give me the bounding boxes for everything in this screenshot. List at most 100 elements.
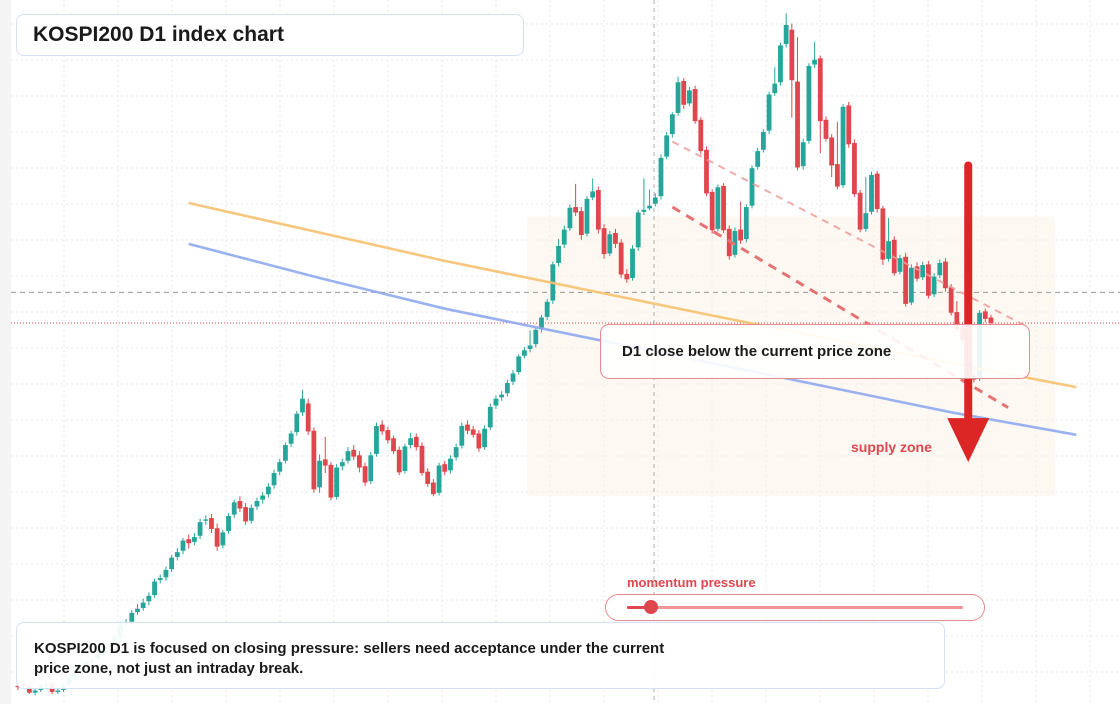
candle-down bbox=[852, 139, 857, 197]
candle-body bbox=[522, 350, 527, 356]
chart-title-box: KOSPI200 D1 index chart bbox=[16, 14, 524, 56]
candle-up bbox=[55, 688, 61, 694]
candle-down bbox=[442, 460, 448, 476]
candle-up bbox=[886, 217, 891, 262]
candle-body bbox=[908, 267, 914, 303]
candle-up bbox=[288, 430, 294, 448]
candle-down bbox=[595, 186, 601, 234]
candle-body bbox=[152, 581, 157, 596]
candle-up bbox=[135, 603, 140, 615]
candle-down bbox=[351, 445, 357, 461]
momentum-knob[interactable] bbox=[643, 600, 658, 614]
candle-body bbox=[772, 83, 778, 94]
candle-up bbox=[345, 447, 351, 464]
candle-up bbox=[300, 389, 305, 416]
candle-body bbox=[561, 229, 567, 245]
candle-body bbox=[954, 312, 960, 330]
candle-down bbox=[186, 534, 192, 549]
candle-body bbox=[300, 398, 305, 413]
candle-body bbox=[510, 373, 516, 382]
candle-down bbox=[311, 427, 317, 493]
candle-up bbox=[265, 483, 271, 498]
candle-body bbox=[459, 425, 465, 446]
candle-up bbox=[271, 469, 277, 489]
candle-down bbox=[943, 258, 948, 292]
candle-up bbox=[544, 299, 550, 321]
candle-body bbox=[368, 455, 374, 482]
candle-body bbox=[669, 114, 675, 135]
candle-body bbox=[186, 539, 192, 544]
candle-down bbox=[721, 183, 726, 233]
candle-body bbox=[618, 242, 624, 275]
candle-down bbox=[846, 102, 852, 148]
candle-up bbox=[556, 239, 561, 267]
candle-up bbox=[294, 410, 300, 436]
candle-body bbox=[453, 447, 459, 458]
candle-body bbox=[658, 157, 664, 197]
candle-up bbox=[459, 422, 465, 449]
candle-body bbox=[220, 532, 226, 546]
candle-body bbox=[174, 552, 180, 557]
candle-body bbox=[755, 151, 761, 167]
candle-body bbox=[265, 486, 271, 495]
candle-body bbox=[681, 80, 687, 105]
supply-zone-label: supply zone bbox=[851, 439, 932, 455]
candle-body bbox=[339, 462, 345, 467]
summary-text: KOSPI200 D1 is focused on closing pressu… bbox=[34, 640, 665, 677]
candle-body bbox=[595, 190, 601, 230]
momentum-label: momentum pressure bbox=[627, 575, 756, 590]
candle-down bbox=[476, 430, 482, 452]
candle-body bbox=[715, 187, 721, 229]
candle-down bbox=[624, 269, 630, 283]
candle-body bbox=[584, 198, 590, 234]
candle-up bbox=[493, 395, 499, 409]
candle-down bbox=[903, 252, 909, 307]
candle-body bbox=[499, 394, 505, 398]
candle-body bbox=[169, 557, 175, 570]
candle-up bbox=[374, 422, 379, 457]
candle-up bbox=[743, 204, 749, 243]
candle-up bbox=[220, 529, 226, 549]
candle-body bbox=[157, 578, 163, 581]
candle-up bbox=[317, 454, 322, 493]
candle-down bbox=[829, 134, 835, 178]
candle-body bbox=[641, 209, 647, 212]
candle-down bbox=[425, 468, 431, 487]
candle-body bbox=[738, 229, 744, 241]
candle-body bbox=[823, 119, 829, 139]
candle-up bbox=[197, 518, 203, 540]
candle-body bbox=[248, 507, 254, 521]
candle-body bbox=[857, 192, 863, 230]
candle-body bbox=[675, 82, 681, 113]
candle-up bbox=[806, 63, 812, 144]
candle-down bbox=[738, 201, 744, 244]
candle-body bbox=[385, 430, 391, 441]
candle-body bbox=[635, 212, 641, 248]
candle-up bbox=[778, 42, 783, 86]
candle-body bbox=[283, 445, 288, 461]
candle-up bbox=[499, 391, 505, 401]
candle-down bbox=[692, 85, 698, 124]
candle-down bbox=[834, 121, 840, 190]
left-edge bbox=[0, 0, 11, 704]
candle-up bbox=[630, 245, 635, 281]
candle-up bbox=[840, 104, 846, 188]
candle-down bbox=[709, 189, 715, 234]
momentum-slider[interactable] bbox=[605, 594, 985, 621]
candle-up bbox=[448, 455, 453, 474]
candle-body bbox=[926, 264, 931, 296]
candle-body bbox=[243, 507, 248, 522]
candle-up bbox=[812, 42, 817, 68]
candle-body bbox=[516, 356, 522, 373]
candle-down bbox=[880, 205, 886, 266]
candle-up bbox=[516, 354, 522, 375]
candle-body bbox=[396, 449, 402, 473]
candle-body bbox=[140, 602, 146, 609]
candle-body bbox=[32, 690, 38, 693]
candle-up bbox=[32, 687, 38, 696]
candle-body bbox=[277, 462, 283, 472]
candle-up bbox=[157, 574, 163, 584]
candle-down bbox=[357, 451, 362, 473]
candle-body bbox=[237, 500, 243, 509]
candle-up bbox=[567, 204, 573, 231]
